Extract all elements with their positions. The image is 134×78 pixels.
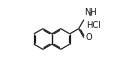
Text: NH: NH: [84, 8, 97, 17]
Text: O: O: [85, 33, 92, 42]
Text: HCl: HCl: [86, 21, 100, 30]
Text: 2: 2: [89, 12, 92, 17]
